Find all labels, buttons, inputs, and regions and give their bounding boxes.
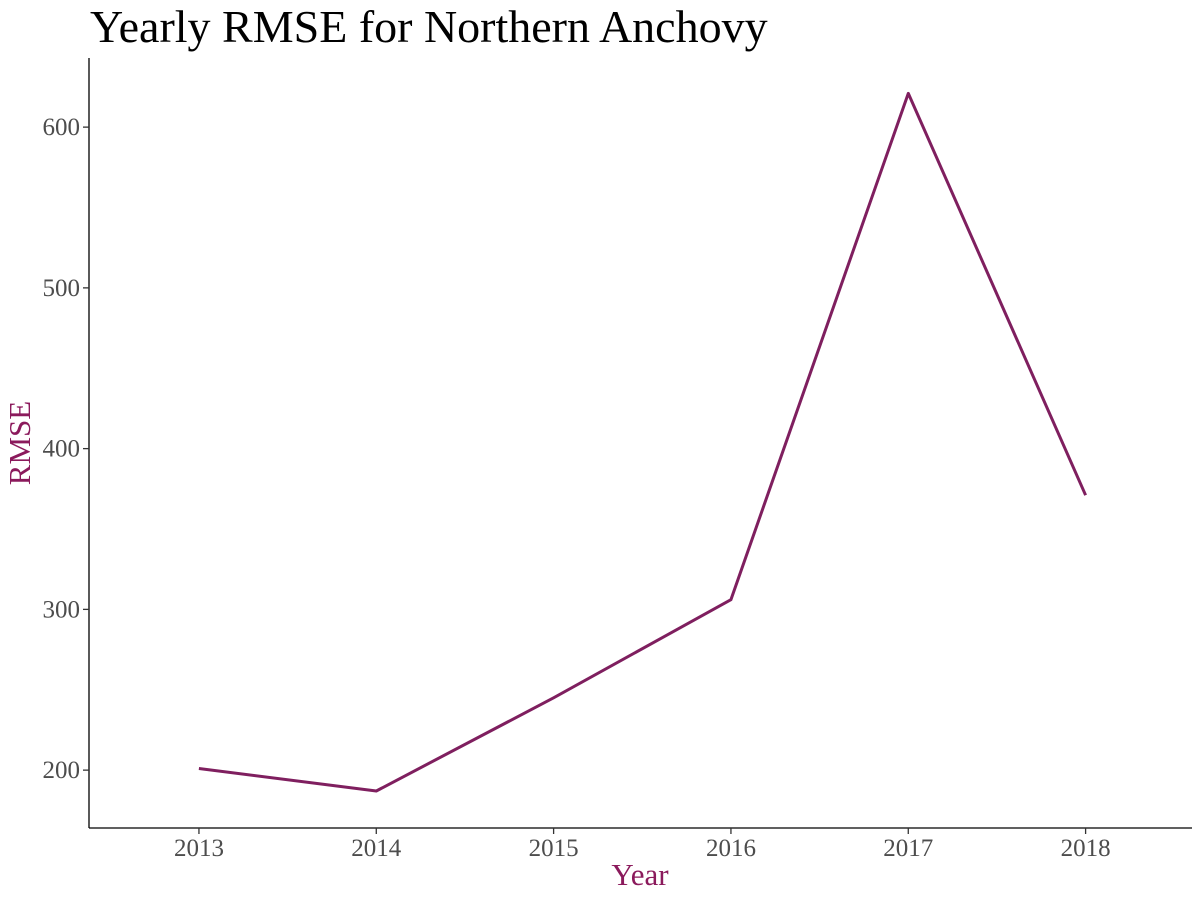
x-axis-title: Year	[611, 857, 669, 892]
x-tick-label: 2016	[706, 835, 756, 862]
y-tick-label: 600	[43, 114, 81, 141]
x-tick-label: 2015	[529, 835, 579, 862]
y-tick-label: 300	[43, 596, 81, 623]
x-tick-label: 2017	[883, 835, 933, 862]
series	[198, 91, 1087, 793]
x-tick-label: 2013	[174, 835, 224, 862]
y-tick-label: 200	[43, 757, 81, 784]
ticks: 200 300 400 500 600 2013 2014 2015 2016 2017 2018	[43, 114, 1111, 862]
chart-title: Yearly RMSE for Northern Anchovy	[90, 1, 768, 52]
y-tick-label: 500	[43, 275, 81, 302]
x-tick-label: 2018	[1061, 835, 1111, 862]
y-tick-label: 400	[43, 436, 81, 463]
series-line	[198, 91, 1087, 793]
y-axis-title: RMSE	[2, 401, 37, 485]
x-tick-label: 2014	[351, 835, 402, 862]
axes	[88, 58, 1192, 829]
